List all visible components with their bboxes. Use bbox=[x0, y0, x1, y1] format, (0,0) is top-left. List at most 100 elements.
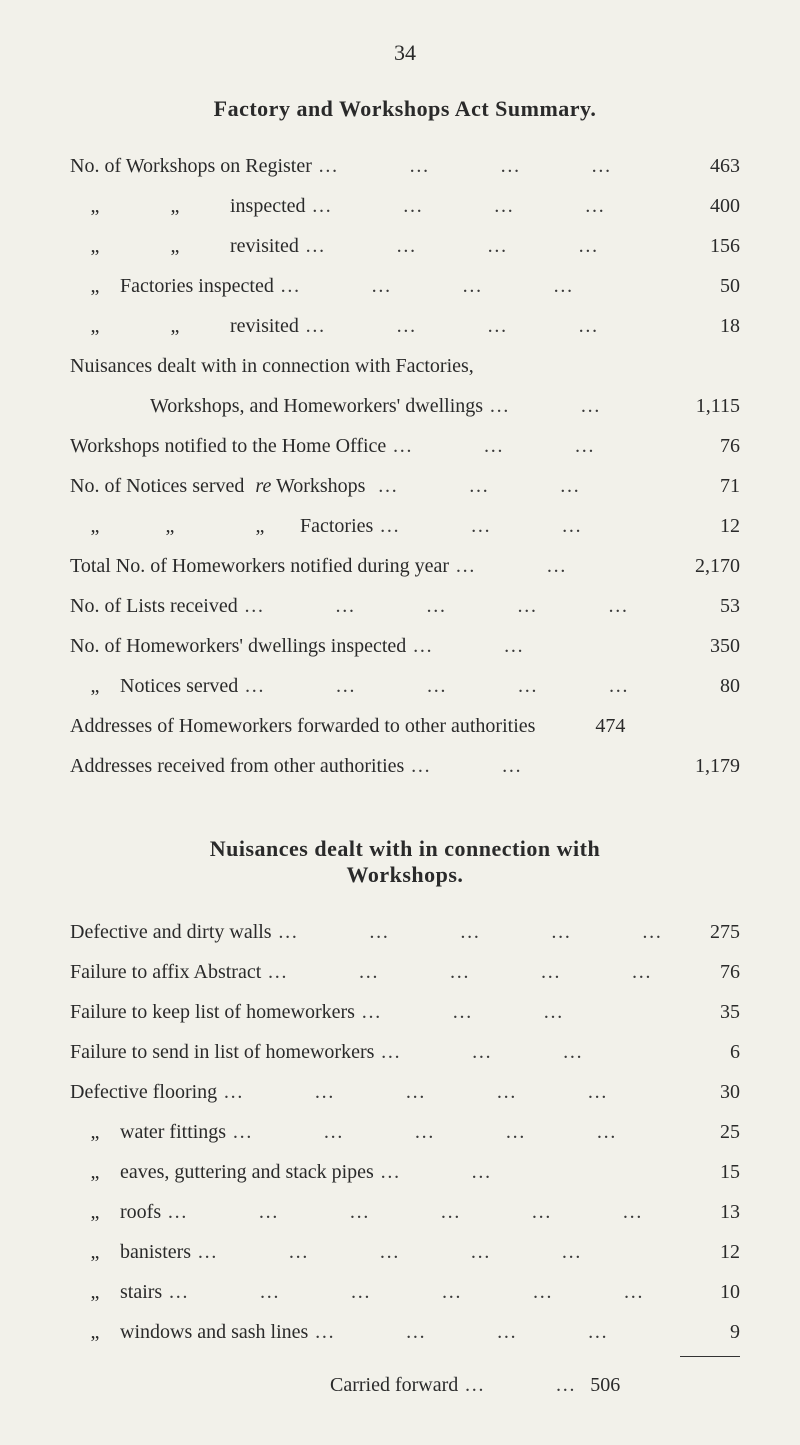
entry-value: 400 bbox=[670, 186, 740, 226]
s1-row-12: „ Notices served … … … … … 80 bbox=[70, 666, 740, 706]
entry-value: 80 bbox=[670, 666, 740, 706]
section2-title-line2: Workshops. bbox=[70, 862, 740, 888]
entry-label-line1: Nuisances dealt with in connection with … bbox=[70, 346, 740, 386]
entry-label: Failure to send in list of homeworkers bbox=[70, 1032, 374, 1072]
entry-value: 9 bbox=[670, 1312, 740, 1352]
entry-value: 2,170 bbox=[670, 546, 740, 586]
entry-label: revisited bbox=[230, 226, 299, 266]
entry-value: 53 bbox=[670, 586, 740, 626]
leader-dots: … … … … … … bbox=[168, 1272, 664, 1312]
entry-label: Addresses received from other authoritie… bbox=[70, 746, 404, 786]
carried-forward-label: Carried forward bbox=[330, 1365, 458, 1405]
s1-row-9: Total No. of Homeworkers notified during… bbox=[70, 546, 740, 586]
ditto-mark: „ bbox=[70, 1272, 120, 1312]
entry-value: 12 bbox=[670, 506, 740, 546]
leader-dots: … … bbox=[410, 746, 664, 786]
entry-value: 156 bbox=[670, 226, 740, 266]
entry-label: roofs bbox=[120, 1192, 161, 1232]
s1-row-13: Addresses of Homeworkers forwarded to ot… bbox=[70, 706, 740, 746]
ditto-mark: „ bbox=[70, 1152, 120, 1192]
ditto-mark: „ bbox=[70, 1312, 120, 1352]
ditto-mark: „ bbox=[70, 506, 120, 546]
s2-row-8: „ banisters … … … … … 12 bbox=[70, 1232, 740, 1272]
leader-dots: … … … … bbox=[318, 146, 664, 186]
ditto-mark: „ bbox=[70, 1192, 120, 1232]
s1-row-14: Addresses received from other authoritie… bbox=[70, 746, 740, 786]
entry-label: Defective flooring bbox=[70, 1072, 217, 1112]
leader-dots: … … … … … … bbox=[167, 1192, 664, 1232]
leader-dots: … … … … … bbox=[244, 586, 664, 626]
entry-value: 13 bbox=[670, 1192, 740, 1232]
leader-dots: … … … … … … bbox=[223, 1072, 664, 1112]
label-pre: No. of Notices served bbox=[70, 475, 249, 497]
entry-label: No. of Workshops on Register bbox=[70, 146, 312, 186]
entry-value: 76 bbox=[670, 952, 740, 992]
entry-value: 12 bbox=[670, 1232, 740, 1272]
entry-label: windows and sash lines bbox=[120, 1312, 308, 1352]
entry-value: 1,115 bbox=[696, 386, 740, 426]
leader-dots: … … … bbox=[380, 1032, 664, 1072]
ditto-mark: „ bbox=[120, 306, 230, 346]
s1-row-7: No. of Notices served re Workshops … … …… bbox=[70, 466, 740, 506]
ditto-mark: „ bbox=[70, 666, 120, 706]
carried-forward-value: 506 bbox=[590, 1365, 620, 1405]
entry-value: 30 bbox=[670, 1072, 740, 1112]
leader-dots: … … … … bbox=[312, 186, 664, 226]
leader-dots: … … … bbox=[361, 992, 664, 1032]
s1-row-10: No. of Lists received … … … … … 53 bbox=[70, 586, 740, 626]
section1-title: Factory and Workshops Act Summary. bbox=[70, 96, 740, 122]
s1-row-5: Nuisances dealt with in connection with … bbox=[70, 346, 740, 426]
ditto-mark: „ bbox=[120, 506, 220, 546]
leader-dots: … … … … … bbox=[267, 952, 664, 992]
entry-label: Failure to affix Abstract bbox=[70, 952, 261, 992]
leader-dots: … … bbox=[464, 1365, 584, 1405]
leader-dots: … … bbox=[380, 1152, 664, 1192]
label-post: Workshops bbox=[271, 475, 365, 497]
s2-row-7: „ roofs … … … … … … 13 bbox=[70, 1192, 740, 1232]
entry-label: Total No. of Homeworkers notified during… bbox=[70, 546, 449, 586]
carried-forward-row: Carried forward … … 506 bbox=[70, 1365, 740, 1405]
entry-value: 76 bbox=[670, 426, 740, 466]
s2-row-5: „ water fittings … … … … … 25 bbox=[70, 1112, 740, 1152]
entry-label: revisited bbox=[230, 306, 299, 346]
leader-dots: … … bbox=[455, 546, 664, 586]
entry-value: 15 bbox=[670, 1152, 740, 1192]
entry-label: eaves, guttering and stack pipes bbox=[120, 1152, 374, 1192]
entry-label: No. of Homeworkers' dwellings inspected bbox=[70, 626, 406, 666]
page-number: 34 bbox=[70, 40, 740, 66]
entry-value: 463 bbox=[670, 146, 740, 186]
leader-dots: … … … … bbox=[314, 1312, 664, 1352]
section2: Nuisances dealt with in connection with … bbox=[70, 836, 740, 1405]
s1-row-8: „ „ „ Factories … … … 12 bbox=[70, 506, 740, 546]
entry-value: 50 bbox=[670, 266, 740, 306]
section2-title-line1: Nuisances dealt with in connection with bbox=[70, 836, 740, 862]
s1-row-6: Workshops notified to the Home Office … … bbox=[70, 426, 740, 466]
s1-row-11: No. of Homeworkers' dwellings inspected … bbox=[70, 626, 740, 666]
leader-dots: … … … … bbox=[305, 306, 664, 346]
s1-row-2: „ „ revisited … … … … 156 bbox=[70, 226, 740, 266]
entry-label: Factories inspected bbox=[120, 266, 274, 306]
ditto-mark: „ bbox=[120, 186, 230, 226]
entry-value: 350 bbox=[670, 626, 740, 666]
s1-row-1: „ „ inspected … … … … 400 bbox=[70, 186, 740, 226]
entry-value: 6 bbox=[670, 1032, 740, 1072]
leader-dots: … … … bbox=[392, 426, 664, 466]
ditto-mark: „ bbox=[220, 506, 300, 546]
entry-value: 1,179 bbox=[670, 746, 740, 786]
s2-row-1: Failure to affix Abstract … … … … … 76 bbox=[70, 952, 740, 992]
entry-label: No. of Lists received bbox=[70, 586, 238, 626]
entry-value: 71 bbox=[670, 466, 740, 506]
entry-label: Failure to keep list of homeworkers bbox=[70, 992, 355, 1032]
document-page: 34 Factory and Workshops Act Summary. No… bbox=[0, 0, 800, 1445]
leader-dots: … … … bbox=[377, 466, 664, 506]
s1-row-0: No. of Workshops on Register … … … … 463 bbox=[70, 146, 740, 186]
leader-dots: … … … bbox=[379, 506, 664, 546]
leader-dots: … … … … bbox=[305, 226, 664, 266]
leader-dots: … … … … … bbox=[232, 1112, 664, 1152]
entry-label: stairs bbox=[120, 1272, 162, 1312]
entry-label: Notices served bbox=[120, 666, 238, 706]
entry-label: No. of Notices served re Workshops bbox=[70, 466, 371, 506]
leader-dots: … … … … … bbox=[244, 666, 664, 706]
entry-label: banisters bbox=[120, 1232, 191, 1272]
entry-label: inspected bbox=[230, 186, 306, 226]
